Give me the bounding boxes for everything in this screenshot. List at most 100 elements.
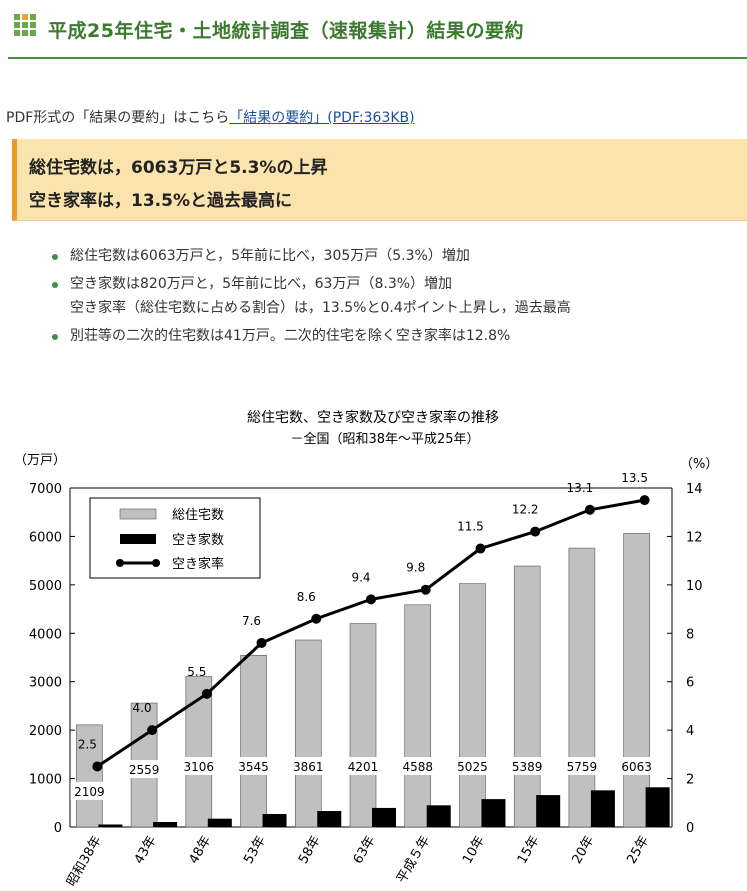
- vacancy-rate-label: 8.6: [297, 590, 316, 604]
- bar-value-label: 2559: [129, 763, 160, 777]
- vacancy-rate-point: [584, 504, 595, 515]
- bar-total-houses: [185, 676, 213, 828]
- x-category-label: 10年: [460, 834, 488, 867]
- y2-axis-label: （%）: [680, 457, 718, 472]
- page-title: 平成25年住宅・土地統計調査（速報集計）結果の要約: [48, 20, 524, 42]
- legend-label-vacancy-rate: 空き家率: [172, 556, 224, 572]
- bullet-text: 総住宅数は6063万戸と，5年前に比べ，305万戸（5.3%）増加: [70, 248, 470, 264]
- bar-total-houses: [404, 604, 432, 828]
- bar-value-label-bg: [398, 757, 437, 775]
- legend-swatch-total-houses: [119, 508, 157, 520]
- bar-value-label: 6063: [621, 760, 652, 774]
- bullet-dot-icon: [52, 282, 58, 288]
- y2-tick-label: 0: [686, 821, 694, 836]
- bar-value-label: 2109: [74, 785, 105, 799]
- y2-tick-label: 4: [686, 724, 694, 739]
- y-tick-label: 6000: [29, 530, 62, 545]
- key-finding-vacancy-rate: 空き家率は，13.5%と過去最高に: [29, 191, 292, 211]
- bar-vacant-houses: [372, 807, 396, 827]
- bar-value-label-bg: [562, 757, 601, 775]
- vacancy-rate-point: [147, 725, 158, 736]
- bar-vacant-houses: [590, 790, 615, 827]
- vacancy-rate-label: 11.5: [457, 520, 484, 534]
- bar-value-label: 5759: [567, 760, 598, 774]
- x-category-label: 昭和38年: [64, 834, 105, 888]
- y2-tick-label: 12: [686, 530, 703, 545]
- summary-bullet-list: 総住宅数は6063万戸と，5年前に比べ，305万戸（5.3%）増加 空き家数は8…: [52, 244, 571, 352]
- key-finding-total-houses: 総住宅数は，6063万戸と5.3%の上昇: [29, 158, 328, 178]
- bar-vacant-houses: [481, 799, 506, 827]
- page-header: 平成25年住宅・土地統計調査（速報集計）結果の要約: [0, 0, 747, 60]
- x-category-label: 53年: [241, 834, 269, 867]
- vacancy-rate-point: [639, 495, 650, 506]
- bullet-dot-icon: [52, 334, 58, 340]
- bullet-text: 空き家数は820万戸と，5年前に比べ，63万戸（8.3%）増加: [70, 276, 453, 292]
- bar-vacant-houses: [645, 787, 670, 827]
- vacancy-rate-label: 13.1: [567, 481, 594, 495]
- vacancy-rate-label: 2.5: [78, 737, 97, 751]
- vacancy-rate-label: 9.4: [351, 570, 370, 584]
- vacancy-rate-point: [92, 761, 103, 772]
- vacancy-rate-label: 9.8: [406, 561, 425, 575]
- bar-total-houses: [76, 724, 103, 828]
- vacancy-rate-point: [311, 613, 322, 624]
- bar-vacant-houses: [317, 811, 342, 827]
- bar-value-label: 4588: [402, 760, 433, 774]
- bullet-text: 別荘等の二次的住宅数は41万戸。二次的住宅を除く空き家率は12.8%: [70, 328, 511, 344]
- summary-pdf-link[interactable]: 「結果の要約」(PDF:363KB): [229, 110, 415, 126]
- bar-value-label: 5389: [512, 760, 543, 774]
- housing-chart-svg: 総住宅数、空き家数及び空き家率の推移 －全国（昭和38年～平成25年） （万戸） （%…: [14, 409, 718, 889]
- vacancy-rate-point: [256, 637, 267, 648]
- list-item: 総住宅数は6063万戸と，5年前に比べ，305万戸（5.3%）増加: [52, 244, 571, 268]
- bar-value-label-bg: [125, 760, 164, 779]
- bar-value-label-bg: [234, 757, 273, 775]
- x-category-label: 63年: [351, 834, 379, 867]
- x-category-label: 15年: [515, 834, 543, 867]
- y2-tick-label: 10: [686, 579, 703, 594]
- x-category-label: 58年: [296, 834, 324, 867]
- bar-vacant-houses: [207, 818, 232, 827]
- legend-marker-vacancy-rate: [116, 559, 124, 567]
- bar-value-label-bg: [344, 757, 382, 775]
- bar-value-label-bg: [508, 757, 547, 775]
- y-tick-label: 0: [54, 821, 62, 836]
- bar-value-label: 3106: [184, 760, 215, 774]
- list-item: 別荘等の二次的住宅数は41万戸。二次的住宅を除く空き家率は12.8%: [52, 324, 571, 348]
- bar-value-label: 4201: [348, 760, 379, 774]
- bar-value-label: 3545: [238, 760, 269, 774]
- vacancy-rate-label: 4.0: [133, 701, 152, 715]
- y-tick-label: 4000: [29, 627, 62, 642]
- bar-total-houses: [623, 533, 650, 828]
- y2-tick-label: 2: [686, 773, 694, 788]
- chart-subtitle: －全国（昭和38年～平成25年）: [290, 431, 479, 447]
- bar-total-houses: [568, 547, 596, 828]
- y-tick-label: 5000: [29, 579, 62, 594]
- title-divider: [8, 57, 747, 59]
- bar-total-houses: [294, 639, 322, 828]
- vacancy-rate-label: 13.5: [621, 471, 648, 485]
- x-category-label: 48年: [187, 834, 215, 867]
- bar-value-label-bg: [617, 757, 656, 775]
- vacancy-rate-label: 5.5: [187, 665, 206, 679]
- legend-label-total-houses: 総住宅数: [172, 508, 224, 523]
- x-category-label: 20年: [570, 834, 598, 867]
- list-item: 空き家数は820万戸と，5年前に比べ，63万戸（8.3%）増加 空き家率（総住宅…: [52, 272, 571, 320]
- legend-marker-vacancy-rate: [152, 559, 160, 567]
- y-tick-label: 2000: [29, 724, 62, 739]
- y-tick-label: 1000: [29, 773, 62, 788]
- y2-tick-label: 14: [686, 482, 703, 497]
- y-tick-label: 3000: [29, 676, 62, 691]
- bar-total-houses: [349, 623, 377, 828]
- vacancy-rate-point: [201, 688, 212, 699]
- bar-vacant-houses: [98, 824, 123, 827]
- legend-swatch-vacant-houses: [120, 534, 156, 544]
- x-category-label: 43年: [132, 834, 160, 867]
- y2-tick-label: 6: [686, 676, 694, 691]
- vacancy-rate-point: [366, 594, 376, 605]
- vacancy-rate-point: [530, 526, 541, 537]
- bar-value-label: 3861: [293, 760, 324, 774]
- bar-value-label-bg: [179, 757, 218, 775]
- bar-vacant-houses: [262, 814, 287, 827]
- x-category-label: 平成５年: [394, 834, 433, 887]
- pdf-download-line: PDF形式の「結果の要約」はこちら「結果の要約」(PDF:363KB): [6, 107, 415, 127]
